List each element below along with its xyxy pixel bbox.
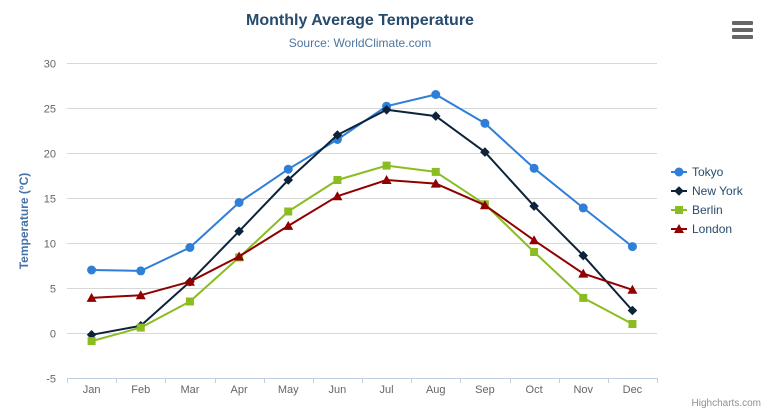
data-point[interactable] <box>578 268 589 278</box>
legend-marker-london <box>671 223 687 233</box>
data-point[interactable] <box>479 200 490 210</box>
data-point[interactable] <box>578 250 589 261</box>
data-point[interactable] <box>480 118 490 128</box>
x-tick-label: Mar <box>180 384 199 396</box>
data-point[interactable] <box>86 330 97 340</box>
x-tick-label: Dec <box>623 384 643 396</box>
legend-label: Berlin <box>692 202 723 217</box>
x-tick-label: Feb <box>131 384 150 396</box>
legend-item-tokyo[interactable]: Tokyo <box>671 162 743 181</box>
data-point[interactable] <box>579 293 588 302</box>
data-point[interactable] <box>382 161 391 170</box>
data-point[interactable] <box>283 164 293 174</box>
data-point[interactable] <box>283 220 294 230</box>
x-tick-label: Oct <box>526 384 543 396</box>
context-menu-button[interactable] <box>729 18 757 44</box>
y-tick-label: 25 <box>44 104 56 116</box>
legend-item-new-york[interactable]: New York <box>671 181 743 200</box>
series-line-new-york[interactable] <box>90 108 634 336</box>
legend: Tokyo New York Berlin London <box>671 162 743 238</box>
legend-item-london[interactable]: London <box>671 219 743 238</box>
y-tick-label: 5 <box>50 284 56 296</box>
data-point[interactable] <box>283 175 294 185</box>
x-tick-label: Sep <box>475 384 495 396</box>
series-line-london[interactable] <box>90 179 634 299</box>
data-point[interactable] <box>431 90 441 99</box>
series-london[interactable] <box>86 175 638 302</box>
data-point[interactable] <box>332 130 343 140</box>
x-tick-label: Apr <box>231 384 248 396</box>
data-point[interactable] <box>87 265 97 275</box>
data-point[interactable] <box>381 175 392 184</box>
series-line-tokyo[interactable] <box>90 93 634 272</box>
legend-label: Tokyo <box>692 164 724 179</box>
y-tick-label: 30 <box>44 59 56 71</box>
data-point[interactable] <box>674 223 684 233</box>
data-point[interactable] <box>185 243 195 252</box>
legend-item-berlin[interactable]: Berlin <box>671 200 743 219</box>
x-tick-label: Jan <box>83 384 101 396</box>
data-point[interactable] <box>234 251 245 261</box>
x-tick-label: Jul <box>380 384 394 396</box>
data-point[interactable] <box>529 235 540 245</box>
data-point[interactable] <box>529 201 539 211</box>
data-point[interactable] <box>628 320 637 328</box>
data-point[interactable] <box>430 111 441 121</box>
data-point[interactable] <box>284 207 293 216</box>
data-point[interactable] <box>529 163 539 173</box>
y-tick-label: 20 <box>44 149 56 161</box>
data-point[interactable] <box>530 248 539 256</box>
series-new-york[interactable] <box>86 105 638 340</box>
data-point[interactable] <box>480 147 490 157</box>
data-point[interactable] <box>332 191 343 201</box>
data-point[interactable] <box>185 297 194 306</box>
y-tick-label: 15 <box>44 194 56 206</box>
legend-marker-tokyo <box>671 167 687 176</box>
data-point[interactable] <box>86 292 97 302</box>
data-point[interactable] <box>675 205 683 214</box>
data-point[interactable] <box>627 284 638 294</box>
legend-marker-new-york <box>671 185 687 196</box>
legend-label: New York <box>692 183 743 198</box>
x-tick-label: Aug <box>426 384 446 396</box>
credits-link[interactable]: Highcharts.com <box>691 398 761 409</box>
chart-subtitle: Source: WorldClimate.com <box>288 36 432 50</box>
data-point[interactable] <box>135 290 146 300</box>
data-point[interactable] <box>430 178 441 188</box>
data-point[interactable] <box>184 276 195 286</box>
hamburger-icon <box>732 21 754 39</box>
data-point[interactable] <box>333 176 342 184</box>
data-point[interactable] <box>627 305 638 316</box>
data-point[interactable] <box>578 203 588 213</box>
data-point[interactable] <box>381 105 392 115</box>
x-tick-label: Jun <box>329 384 347 396</box>
x-tick-label: May <box>278 384 299 396</box>
y-tick-label: 0 <box>50 329 56 341</box>
data-point[interactable] <box>627 242 637 252</box>
legend-label: London <box>692 221 733 236</box>
y-tick-label: -5 <box>46 374 56 386</box>
data-point[interactable] <box>674 167 684 176</box>
data-point[interactable] <box>87 337 96 346</box>
data-point[interactable] <box>136 266 146 276</box>
series-line-berlin[interactable] <box>90 164 634 343</box>
data-point[interactable] <box>136 323 145 332</box>
data-point[interactable] <box>234 226 244 237</box>
series-tokyo[interactable] <box>87 90 637 276</box>
y-tick-label: 10 <box>44 239 56 251</box>
x-tick-label: Nov <box>573 384 593 396</box>
data-point[interactable] <box>234 198 244 207</box>
chart-title: Monthly Average Temperature <box>246 12 474 29</box>
legend-marker-berlin <box>671 205 687 214</box>
data-point[interactable] <box>674 185 684 196</box>
data-point[interactable] <box>431 167 440 176</box>
